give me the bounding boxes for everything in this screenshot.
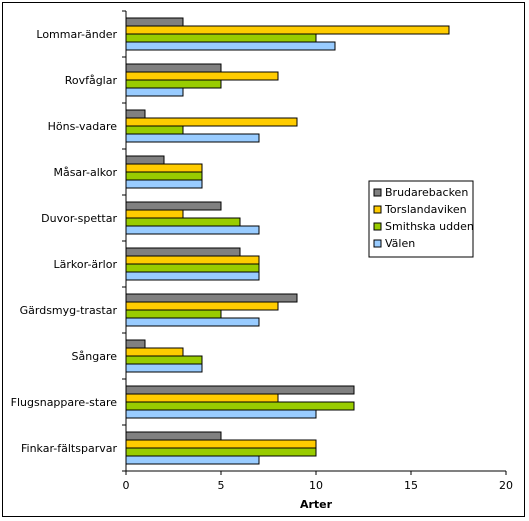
bars-layer [125, 17, 450, 465]
legend-box [368, 180, 474, 258]
bar [125, 217, 241, 227]
bar [125, 71, 279, 81]
category-label: Lärkor-ärlor [54, 258, 118, 271]
bar [125, 385, 355, 395]
bar [125, 117, 298, 127]
legend-label: Smithska udden [385, 220, 474, 233]
category-label: Finkar-fältsparvar [21, 442, 117, 455]
bar [125, 163, 203, 173]
bar [125, 209, 184, 219]
bar [125, 447, 317, 457]
bar [125, 63, 222, 73]
bar [125, 79, 222, 89]
bar [125, 339, 146, 349]
bar [125, 125, 184, 135]
bar [125, 393, 279, 403]
bar [125, 133, 260, 143]
bar [125, 171, 203, 181]
legend-label: Torslandaviken [384, 203, 467, 216]
bar [125, 179, 203, 189]
bar [125, 409, 317, 419]
bar [125, 263, 260, 273]
category-label: Sångare [72, 350, 118, 363]
bar [125, 455, 260, 465]
category-label: Gärdsmyg-trastar [20, 304, 118, 317]
category-label: Måsar-alkor [53, 166, 117, 179]
bar [125, 155, 165, 165]
bar [125, 225, 260, 235]
bar [125, 271, 260, 281]
bar [125, 401, 355, 411]
bar [125, 317, 260, 327]
bar [125, 363, 203, 373]
legend-swatch [373, 239, 382, 248]
bar [125, 87, 184, 97]
bar [125, 301, 279, 311]
x-tick-label: 20 [499, 479, 513, 492]
x-tick-label: 15 [404, 479, 418, 492]
category-label: Lommar-änder [36, 28, 117, 41]
category-label: Flugsnappare-stare [11, 396, 118, 409]
x-tick-label: 0 [123, 479, 130, 492]
bar [125, 255, 260, 265]
bar [125, 293, 298, 303]
bar [125, 17, 184, 27]
bar [125, 25, 450, 35]
category-labels: Lommar-änder Rovfåglar Höns-vadare Måsar-al… [11, 28, 118, 455]
legend-swatch [373, 205, 382, 214]
category-label: Duvor-spettar [41, 212, 117, 225]
bar [125, 247, 241, 257]
x-axis-label: Arter [300, 498, 333, 511]
x-tick-label: 10 [309, 479, 323, 492]
legend-swatch [373, 188, 382, 197]
bar [125, 355, 203, 365]
bar [125, 309, 222, 319]
bar [125, 347, 184, 357]
bar [125, 431, 222, 441]
category-label: Rovfåglar [65, 74, 118, 87]
tick-labels: 0 5 10 15 20 [123, 479, 514, 492]
legend-label: Brudarebacken [385, 186, 468, 199]
bar [125, 439, 317, 449]
legend-swatch [373, 222, 382, 231]
category-label: Höns-vadare [48, 120, 118, 133]
x-tick-label: 5 [218, 479, 225, 492]
legend-label: Välen [385, 237, 415, 250]
bar [125, 41, 336, 51]
legend: Brudarebacken Torslandaviken Smithska udde… [368, 180, 474, 258]
bar [125, 201, 222, 211]
bar [125, 109, 146, 119]
chart-frame [2, 2, 525, 517]
bar [125, 33, 317, 43]
